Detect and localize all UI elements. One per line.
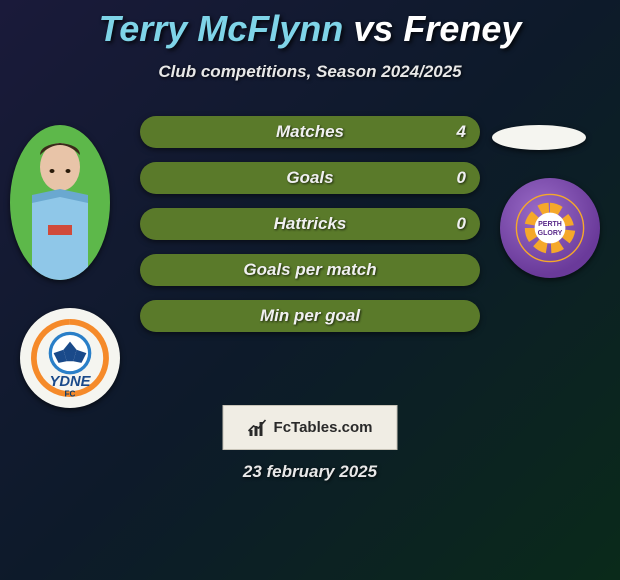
- comparison-title: Terry McFlynn vs Freney: [0, 0, 620, 50]
- club2-text-bot: GLORY: [538, 230, 563, 237]
- stat-label: Min per goal: [260, 306, 360, 326]
- club2-text-top: PERTH: [538, 221, 562, 228]
- player1-name: Terry McFlynn: [99, 8, 344, 49]
- stat-label: Goals per match: [243, 260, 376, 280]
- chart-icon: [248, 418, 268, 438]
- club1-sub: FC: [65, 390, 76, 399]
- stat-row-matches: Matches 4: [140, 116, 480, 148]
- player2-name: Freney: [403, 8, 521, 49]
- player1-avatar: [10, 125, 110, 280]
- subtitle: Club competitions, Season 2024/2025: [0, 62, 620, 82]
- stat-row-goals-per-match: Goals per match: [140, 254, 480, 286]
- stat-label: Matches: [276, 122, 344, 142]
- player2-avatar: [492, 125, 586, 150]
- club1-text: YDNE: [50, 374, 92, 390]
- stat-label: Goals: [286, 168, 333, 188]
- stat-row-hattricks: Hattricks 0: [140, 208, 480, 240]
- stat-right: 0: [457, 214, 466, 234]
- stat-right: 4: [457, 122, 466, 142]
- brand-text: FcTables.com: [274, 419, 373, 436]
- brand-badge: FcTables.com: [223, 405, 398, 450]
- date-text: 23 february 2025: [0, 462, 620, 482]
- club2-badge: PERTH GLORY: [500, 178, 600, 278]
- vs-text: vs: [353, 8, 393, 49]
- stat-row-goals: Goals 0: [140, 162, 480, 194]
- stat-row-min-per-goal: Min per goal: [140, 300, 480, 332]
- stat-right: 0: [457, 168, 466, 188]
- club1-badge: YDNE FC: [20, 308, 120, 408]
- stat-label: Hattricks: [274, 214, 347, 234]
